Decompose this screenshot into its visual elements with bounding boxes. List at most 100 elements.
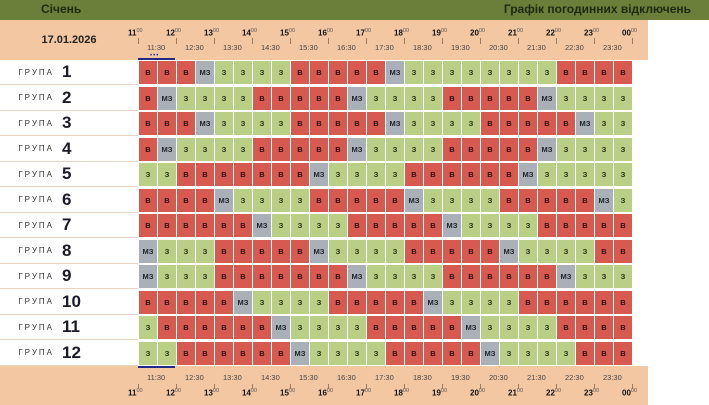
schedule-cell: В [538,188,556,212]
schedule-cell: З [424,265,442,288]
hour-label: 1900 [432,28,448,38]
schedule-cell: В [481,163,499,186]
schedule-cell: В [139,86,157,110]
group-number: 3 [62,113,72,132]
group-label-12: ГРУПА 12 [0,340,138,366]
schedule-cell: В [215,341,233,365]
schedule-cell: З [329,316,347,339]
schedule-cell: В [386,290,404,314]
schedule-cell: З [538,341,556,365]
schedule-cell: В [196,188,214,212]
hour-label: 2000 [470,28,486,38]
group-number: 12 [62,342,81,362]
schedule-cell: МЗ [462,316,480,339]
schedule-cell: З [576,265,594,288]
schedule-cell: В [196,214,214,237]
schedule-cell: З [196,86,214,110]
schedule-cell: В [557,112,575,135]
schedule-cell: В [272,163,290,186]
schedule-cell: МЗ [139,265,157,288]
schedule-cell: В [576,214,594,237]
schedule-cell: В [272,86,290,110]
schedule-cell: В [405,290,423,314]
schedule-cell: З [462,112,480,135]
schedule-cell: В [215,239,233,263]
current-time-marker-top [138,58,175,60]
schedule-cell: З [367,239,385,263]
time-tick [366,384,367,389]
schedule-cell: З [481,188,499,212]
time-tick [252,384,253,389]
schedule-cell: З [557,137,575,161]
group-number: 9 [62,266,72,285]
schedule-cell: З [405,137,423,161]
group-label-11: ГРУПА 11 [0,315,138,340]
group-word: ГРУПА [18,220,54,230]
time-tick [176,38,177,44]
time-tick [442,384,443,389]
time-tick [138,384,139,389]
schedule-cell: З [557,341,575,365]
schedule-cell: З [348,163,366,186]
hour-label: 0000 [622,388,638,398]
schedule-cell: В [405,163,423,186]
hour-label: 1200 [166,388,182,398]
schedule-cell: В [557,61,575,84]
group-label-7: ГРУПА 7 [0,213,138,238]
schedule-cell: В [329,61,347,84]
schedule-cell: В [443,137,461,161]
schedule-cell: З [158,265,176,288]
schedule-cell: В [500,86,518,110]
time-tick [404,38,405,44]
half-hour-label: 14:30 [261,43,280,52]
half-hour-label: 17:30 [375,373,394,382]
schedule-cell: З [310,214,328,237]
schedule-cell: З [500,214,518,237]
schedule-cell: З [139,341,157,365]
schedule-cell: В [367,316,385,339]
hour-label: 1700 [356,28,372,38]
schedule-cell: В [386,214,404,237]
schedule-cell: З [557,163,575,186]
time-tick [252,38,253,44]
schedule-cell: З [348,316,366,339]
schedule-cell: В [329,86,347,110]
schedule-cell: З [272,112,290,135]
schedule-cell: З [443,61,461,84]
half-hour-label: 20:30 [489,373,508,382]
schedule-cell: З [291,316,309,339]
half-hour-label: 11:30 [147,43,166,52]
schedule-cell: В [196,341,214,365]
schedule-cell: В [234,265,252,288]
schedule-cell: З [462,214,480,237]
hour-label: 2100 [508,388,524,398]
schedule-cell: В [139,290,157,314]
schedule-cell: З [253,112,271,135]
hour-label: 1500 [280,388,296,398]
month-title: Січень [41,2,82,16]
schedule-cell: В [329,112,347,135]
group-number: 6 [62,189,72,209]
schedule-cell: В [158,290,176,314]
schedule-cell: МЗ [538,86,556,110]
schedule-cell: В [462,341,480,365]
schedule-cell: МЗ [196,61,214,84]
schedule-cell: В [424,163,442,186]
schedule-cell: В [462,137,480,161]
schedule-cell: З [234,61,252,84]
half-hour-label: 16:30 [337,43,356,52]
half-hour-label: 17:30 [375,43,394,52]
schedule-cell: МЗ [386,112,404,135]
group-word: ГРУПА [18,169,54,179]
schedule-cell: В [158,61,176,84]
schedule-cell: З [557,239,575,263]
schedule-cell: З [310,341,328,365]
schedule-cell: В [424,316,442,339]
schedule-cell: В [462,239,480,263]
schedule-cell: В [519,290,537,314]
schedule-cell: В [253,316,271,339]
schedule-cell: В [196,316,214,339]
schedule-cell: З [215,86,233,110]
half-hour-label: 20:30 [489,43,508,52]
schedule-cell: З [538,61,556,84]
